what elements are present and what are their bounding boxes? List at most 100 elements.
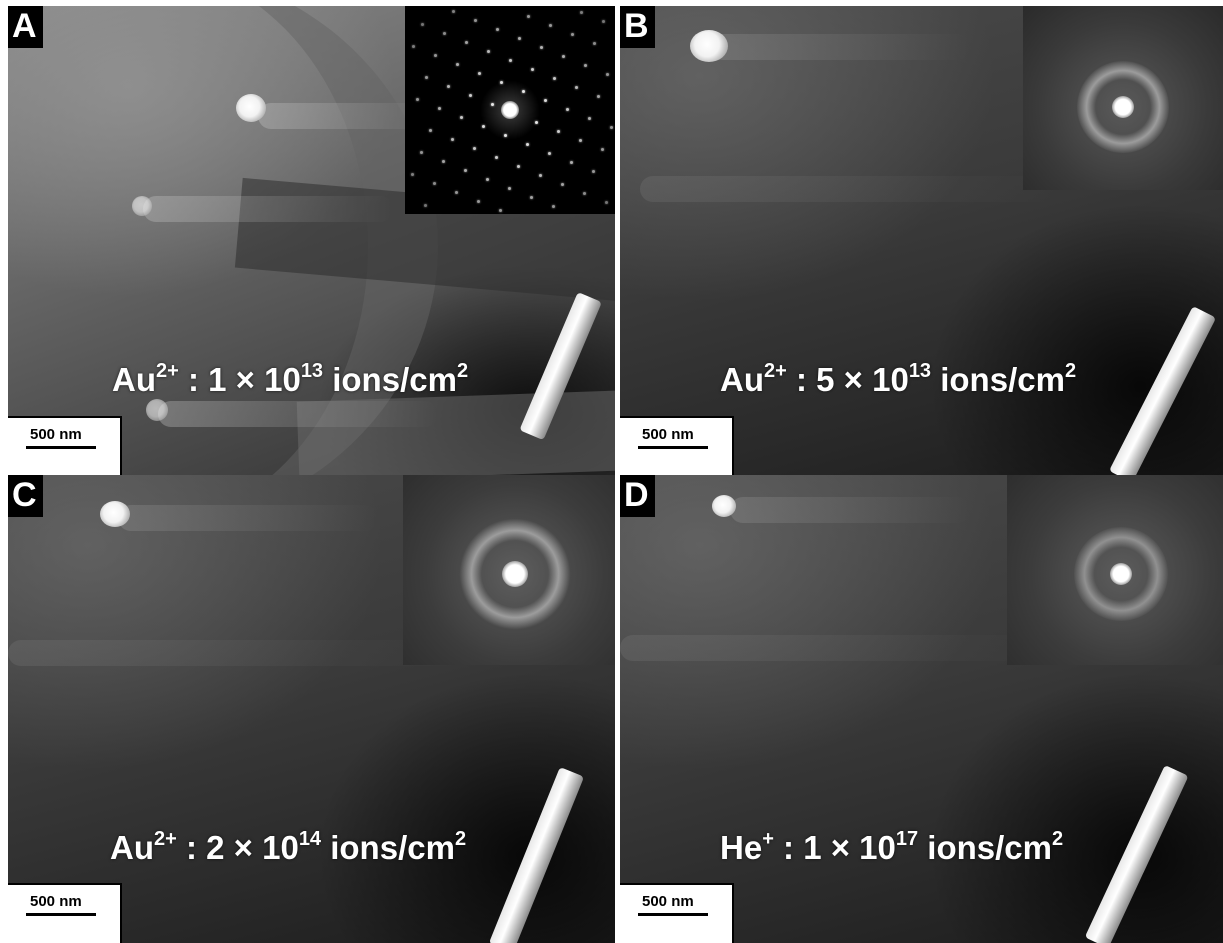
diffraction-spot [602,20,605,23]
diffraction-spot [411,173,414,176]
diffraction-spot [499,209,502,212]
beam-streak [710,34,970,60]
scale-bar-label: 500 nm [642,893,694,910]
beam-streak [620,635,1060,661]
central-beam-spot [1110,562,1133,585]
nanoparticle [712,495,736,517]
diffraction-spot [504,134,507,137]
scale-bar-label: 500 nm [642,426,694,443]
diffraction-spot [421,23,424,26]
diffraction-spot [424,204,427,207]
diffraction-spot [562,55,565,58]
diffraction-spot [570,161,573,164]
diffraction-spot [455,191,458,194]
nanoparticle [690,30,728,62]
beam-streak [640,176,1060,202]
diffraction-inset [405,6,615,214]
diffraction-spot [482,125,485,128]
irradiation-dose-label: Au2+ : 2 × 1014 ions/cm2 [110,828,467,866]
scale-bar-label: 500 nm [30,893,82,910]
diffraction-spot [442,160,445,163]
diffraction-spot [508,187,511,190]
panel-label: C [8,475,43,517]
panel-label: B [620,6,655,48]
nanoparticle [236,94,266,122]
diffraction-spot [465,41,468,44]
diffraction-spot [539,174,542,177]
beam-streak [143,196,393,222]
diffraction-spot [526,143,529,146]
diffraction-spot [522,90,525,93]
diffraction-spot [557,130,560,133]
diffraction-spot [496,28,499,31]
scale-bar: 500 nm [620,416,734,476]
diffraction-spot [593,42,596,45]
beam-streak [730,497,970,523]
diffraction-spot [487,50,490,53]
diffraction-inset [1023,6,1223,190]
irradiation-dose-label: He+ : 1 × 1017 ions/cm2 [720,828,1064,866]
diffraction-spot [535,121,538,124]
scale-bar: 500 nm [620,883,734,943]
nanoparticle [132,196,152,216]
scale-bar-line [638,446,708,449]
nanoparticle [100,501,130,527]
diffraction-spot [601,148,604,151]
diffraction-spot [580,11,583,14]
central-beam-spot [501,101,519,119]
diffraction-spot [425,76,428,79]
panel-b: B Au2+ : 5 × 1013 ions/cm2 500 nm [620,6,1223,476]
scale-bar-line [638,913,708,916]
diffraction-spot [473,147,476,150]
diffraction-spot [495,156,498,159]
diffraction-spot [588,117,591,120]
diffraction-spot [518,37,521,40]
diffraction-spot [610,126,613,129]
beam-streak [118,505,378,531]
scale-bar: 500 nm [8,416,122,476]
diffraction-spot [416,98,419,101]
diffraction-spot [552,205,555,208]
diffraction-spot [575,86,578,89]
diffraction-spot [478,72,481,75]
diffraction-spot [451,138,454,141]
irradiation-dose-label: Au2+ : 1 × 1013 ions/cm2 [112,360,469,398]
diffraction-spot [491,103,494,106]
diffraction-inset [1007,475,1223,665]
diffraction-spot [486,178,489,181]
scale-bar-line [26,913,96,916]
diffraction-spot [443,32,446,35]
panel-d: D He+ : 1 × 1017 ions/cm2 500 nm [620,475,1223,943]
scale-bar-label: 500 nm [30,426,82,443]
diffraction-spot [571,33,574,36]
diffraction-spot [561,183,564,186]
diffraction-spot [477,200,480,203]
diffraction-spot [433,182,436,185]
panel-c: C Au2+ : 2 × 1014 ions/cm2 500 nm [8,475,615,943]
diffraction-spot [438,107,441,110]
diffraction-spot [579,139,582,142]
scale-bar-line [26,446,96,449]
diffraction-spot [452,10,455,13]
diffraction-spot [447,85,450,88]
irradiation-dose-label: Au2+ : 5 × 1013 ions/cm2 [720,360,1077,398]
diffraction-spot [553,77,556,80]
diffraction-spot [566,108,569,111]
diffraction-spot [531,68,534,71]
diffraction-spot [583,192,586,195]
diffraction-spot [527,15,530,18]
panel-label: D [620,475,655,517]
diffraction-spot [464,169,467,172]
diffraction-spot [474,19,477,22]
diffraction-spot [540,46,543,49]
diffraction-spot [434,54,437,57]
diffraction-spot [530,196,533,199]
diffraction-spot [544,99,547,102]
diffraction-spot [606,73,609,76]
diffraction-spot [592,170,595,173]
beam-streak [158,401,438,427]
panel-a: A Au2+ : 1 × 1013 ions/cm2 500 nm [8,6,615,476]
diffraction-inset [403,475,615,665]
diffraction-spot [597,95,600,98]
